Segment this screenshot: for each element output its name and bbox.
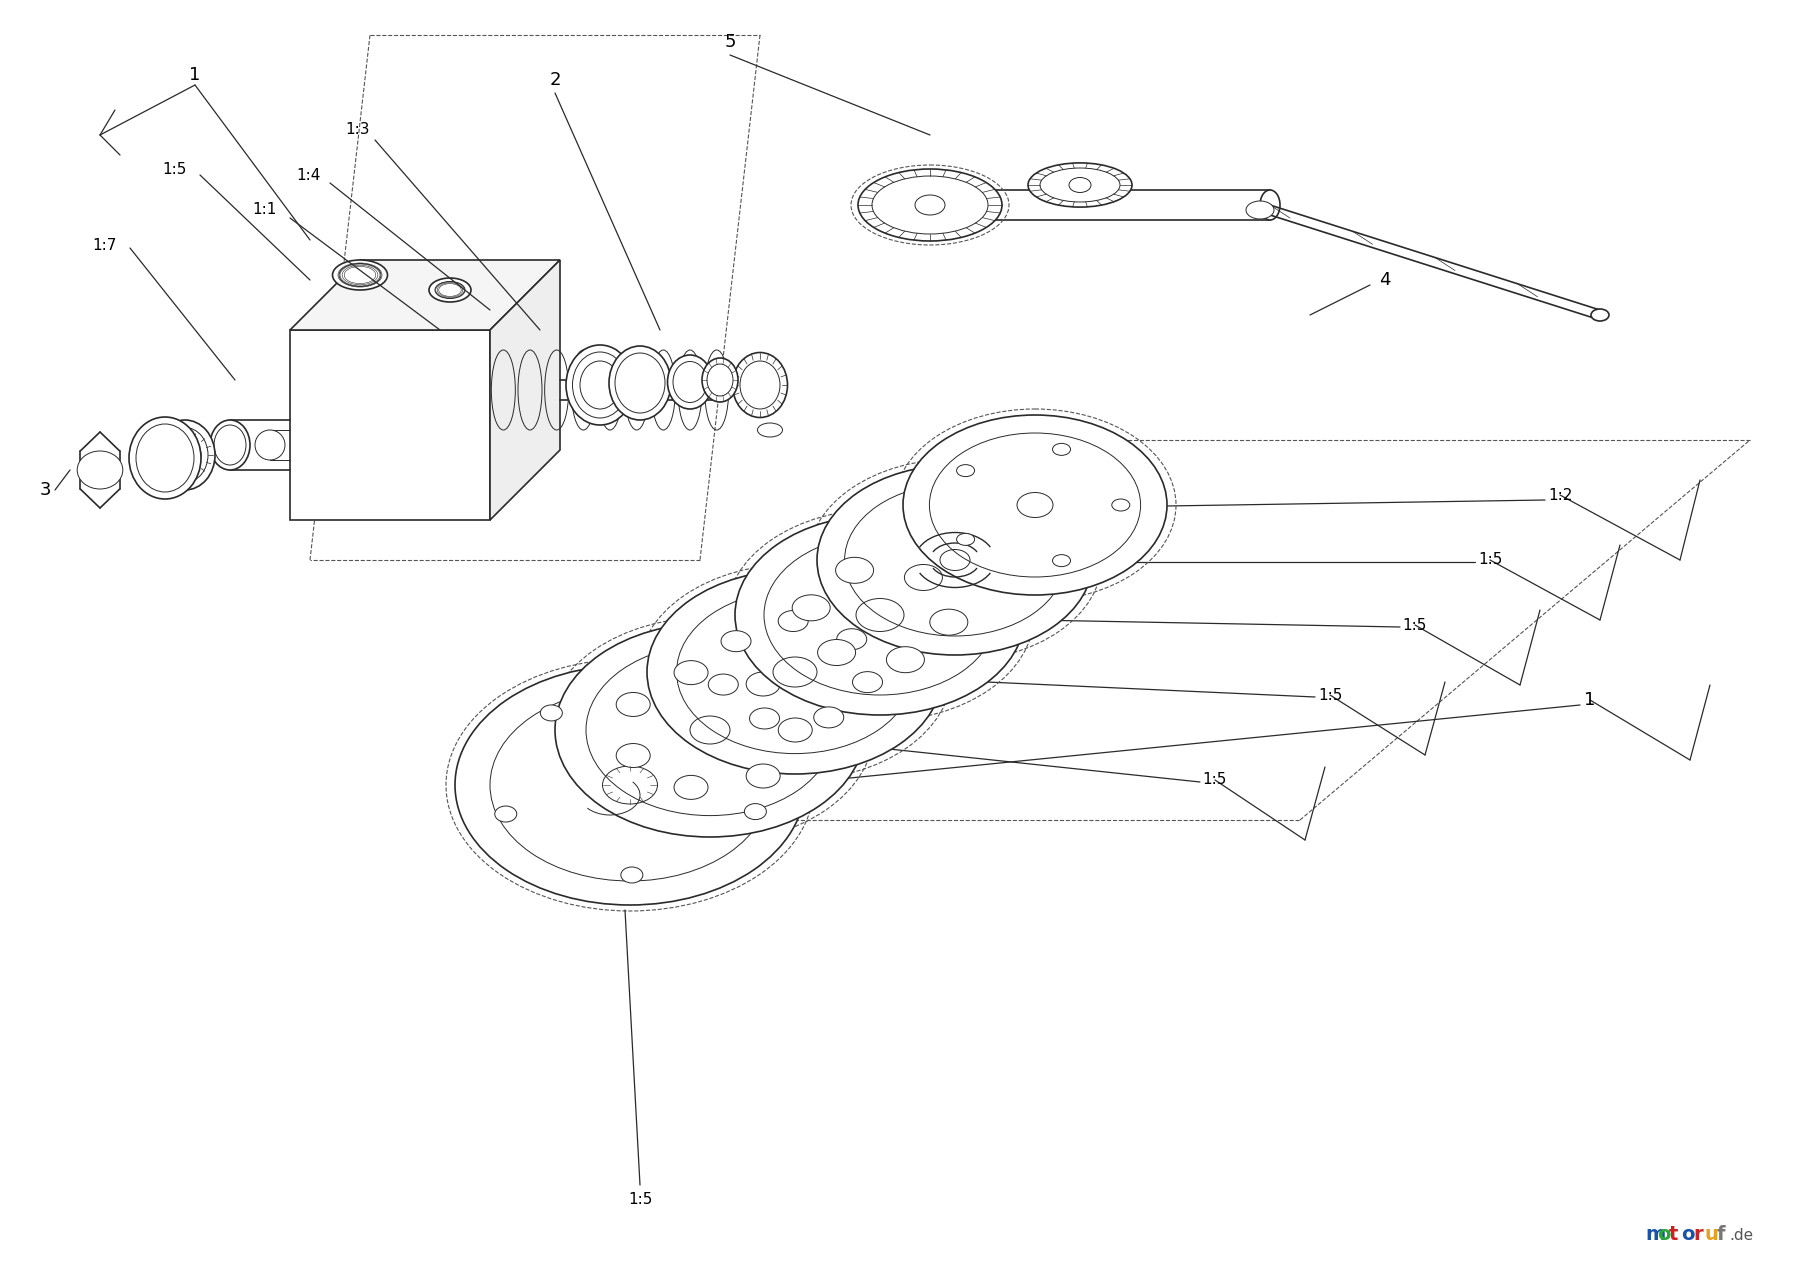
Text: 1:2: 1:2 <box>1548 488 1571 503</box>
Text: o: o <box>1658 1226 1670 1245</box>
Ellipse shape <box>886 647 925 672</box>
Ellipse shape <box>616 743 650 767</box>
Text: 1:5: 1:5 <box>1318 688 1343 703</box>
Text: 3: 3 <box>40 482 50 499</box>
Text: 1:5: 1:5 <box>628 1192 652 1207</box>
Text: 1:3: 1:3 <box>346 123 371 138</box>
Ellipse shape <box>646 570 943 774</box>
Ellipse shape <box>616 693 650 717</box>
Ellipse shape <box>495 806 517 822</box>
Ellipse shape <box>333 260 387 289</box>
Text: m: m <box>1645 1226 1665 1245</box>
Ellipse shape <box>455 665 805 905</box>
Ellipse shape <box>256 430 284 460</box>
Ellipse shape <box>1028 163 1132 207</box>
Ellipse shape <box>211 420 250 470</box>
Ellipse shape <box>1246 201 1274 219</box>
Ellipse shape <box>695 704 716 719</box>
Ellipse shape <box>1053 555 1071 566</box>
Text: 5: 5 <box>724 33 736 51</box>
Text: 4: 4 <box>1379 270 1391 289</box>
Ellipse shape <box>778 611 808 632</box>
Text: u: u <box>1705 1226 1719 1245</box>
Ellipse shape <box>931 609 968 636</box>
Text: 1:5: 1:5 <box>162 163 187 177</box>
Text: r: r <box>1694 1226 1703 1245</box>
Ellipse shape <box>1069 177 1091 192</box>
Polygon shape <box>490 260 560 520</box>
Text: 1: 1 <box>189 66 200 83</box>
Ellipse shape <box>792 595 830 621</box>
Ellipse shape <box>130 417 202 499</box>
Ellipse shape <box>853 671 882 693</box>
Ellipse shape <box>778 718 812 742</box>
Ellipse shape <box>837 628 868 650</box>
Ellipse shape <box>1591 308 1609 321</box>
Text: 1:7: 1:7 <box>94 238 117 253</box>
Text: f: f <box>1717 1226 1726 1245</box>
Ellipse shape <box>565 345 634 425</box>
Ellipse shape <box>745 804 767 819</box>
Ellipse shape <box>904 565 943 590</box>
Text: 1: 1 <box>1584 691 1595 709</box>
Ellipse shape <box>428 278 472 302</box>
Ellipse shape <box>722 631 751 652</box>
Text: 1:5: 1:5 <box>1478 552 1503 568</box>
Text: 1:4: 1:4 <box>295 168 320 182</box>
Text: t: t <box>1669 1226 1678 1245</box>
Ellipse shape <box>540 705 562 720</box>
Ellipse shape <box>956 533 974 545</box>
Ellipse shape <box>758 423 783 437</box>
Ellipse shape <box>914 195 945 215</box>
Text: o: o <box>1681 1226 1694 1245</box>
Polygon shape <box>290 330 490 520</box>
Ellipse shape <box>621 867 643 884</box>
Text: 1:5: 1:5 <box>1202 772 1228 787</box>
Ellipse shape <box>859 169 1003 241</box>
Ellipse shape <box>1053 444 1071 455</box>
Ellipse shape <box>707 674 738 695</box>
Ellipse shape <box>77 451 122 489</box>
Ellipse shape <box>747 763 779 787</box>
Text: 1:1: 1:1 <box>252 202 277 217</box>
Text: 2: 2 <box>549 71 562 88</box>
Ellipse shape <box>668 355 713 410</box>
Ellipse shape <box>733 353 788 417</box>
Ellipse shape <box>1112 499 1130 511</box>
Ellipse shape <box>814 707 844 728</box>
Ellipse shape <box>554 623 866 837</box>
Ellipse shape <box>673 775 707 799</box>
Polygon shape <box>290 260 560 330</box>
Text: .de: .de <box>1730 1227 1753 1243</box>
Ellipse shape <box>835 557 873 583</box>
Ellipse shape <box>749 708 779 729</box>
Ellipse shape <box>1260 190 1280 220</box>
Ellipse shape <box>817 640 855 666</box>
Ellipse shape <box>608 346 671 420</box>
Ellipse shape <box>673 661 707 685</box>
Ellipse shape <box>747 672 779 696</box>
Ellipse shape <box>956 465 974 477</box>
Ellipse shape <box>155 420 214 490</box>
Ellipse shape <box>817 465 1093 655</box>
Ellipse shape <box>702 358 738 402</box>
Ellipse shape <box>904 415 1166 595</box>
Ellipse shape <box>734 514 1024 715</box>
Text: 1:5: 1:5 <box>1402 618 1427 632</box>
